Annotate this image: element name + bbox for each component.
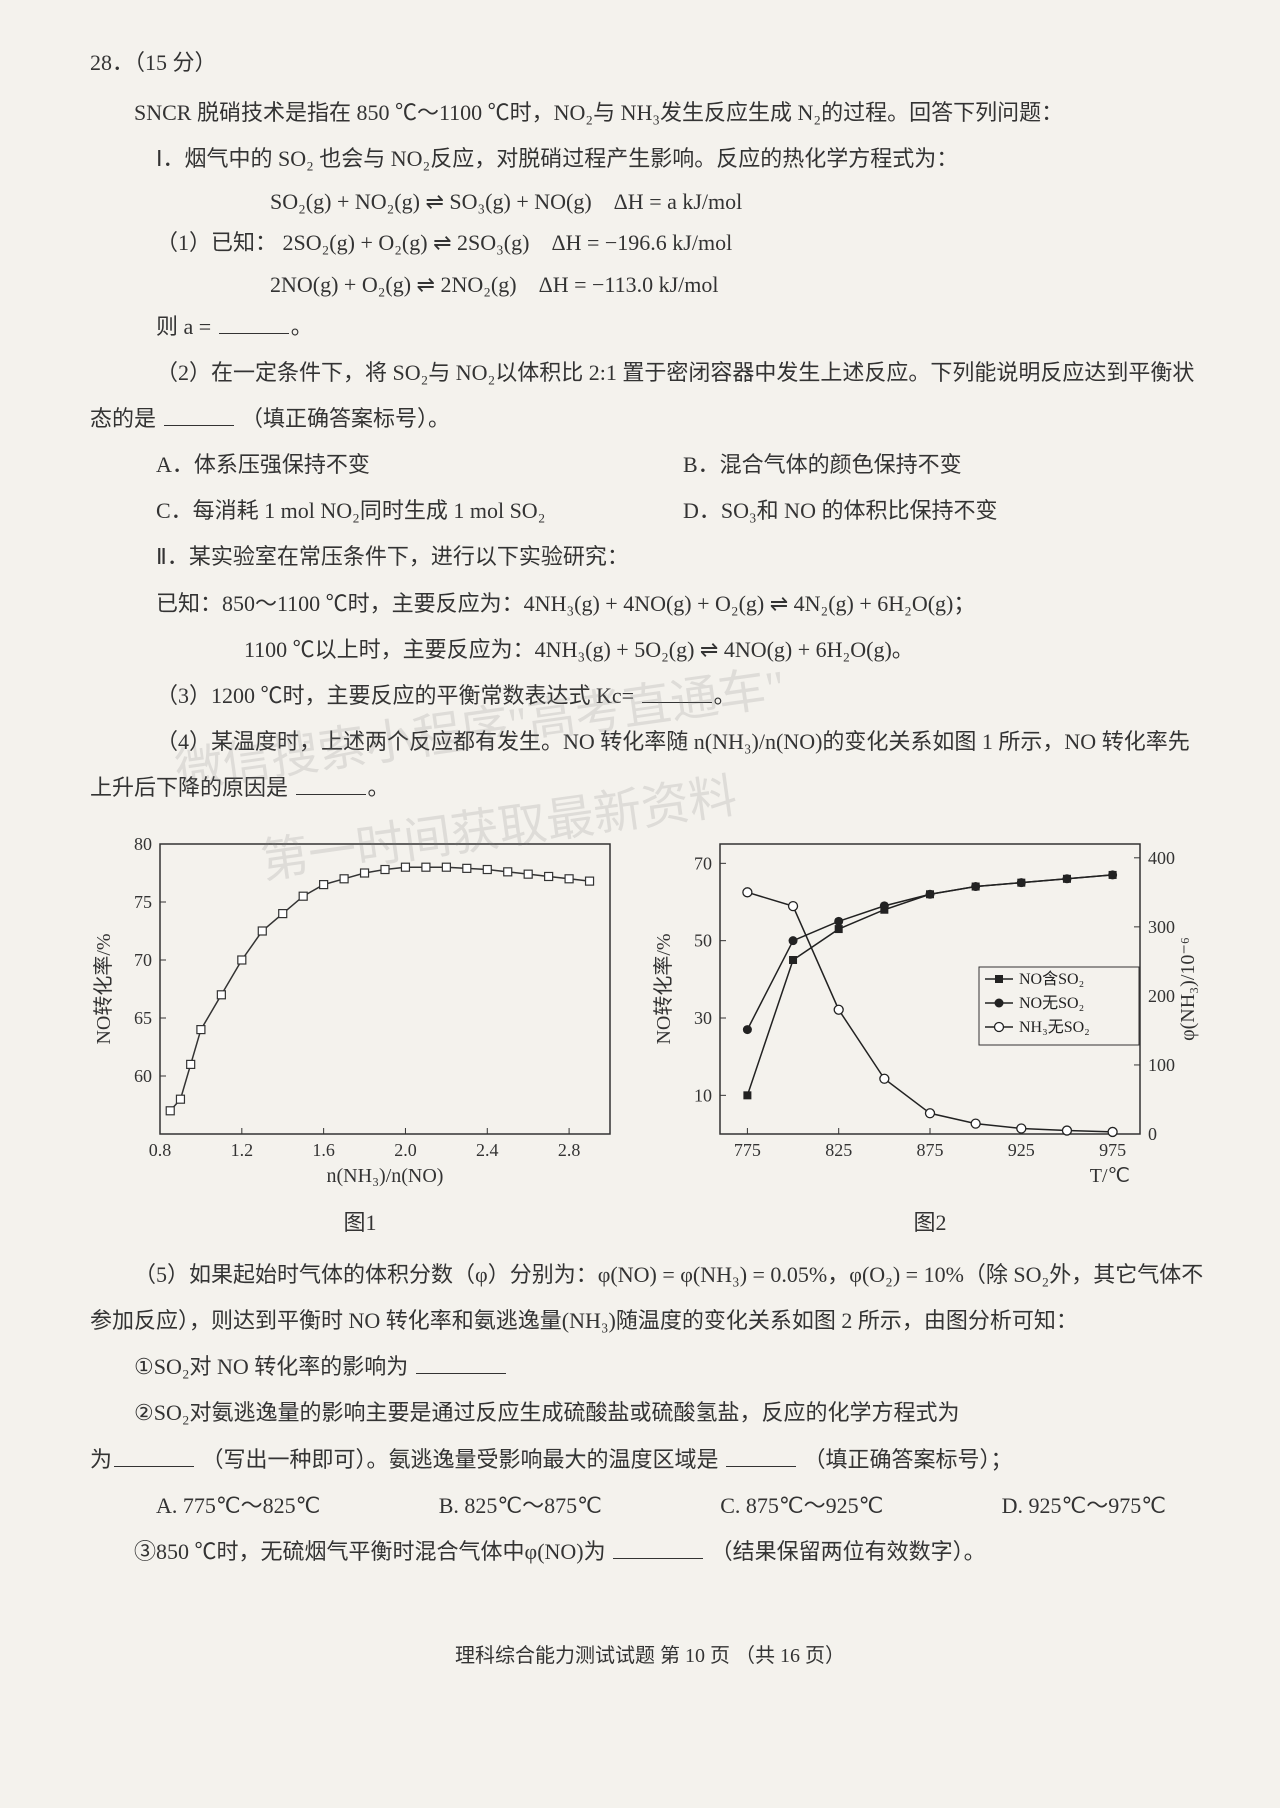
svg-text:10: 10 [694,1085,712,1105]
question-intro: SNCR 脱硝技术是指在 850 ℃～1100 ℃时，NO₂与 NH₃发生反应生… [90,90,1210,136]
svg-text:875: 875 [917,1140,944,1160]
known-line1: 已知：850～1100 ℃时，主要反应为：4NH₃(g) + 4NO(g) + … [90,581,1210,627]
blank-5-2a [114,1442,194,1466]
svg-text:2.8: 2.8 [558,1140,581,1160]
svg-text:60: 60 [134,1066,152,1086]
opt5-b: B. 825℃～875℃ [439,1483,602,1529]
part1-title: Ⅰ．烟气中的 SO₂ 也会与 NO₂反应，对脱硝过程产生影响。反应的热化学方程式… [90,136,1210,182]
sub3-text: （3）1200 ℃时，主要反应的平衡常数表达式 Kc= [156,683,634,708]
svg-text:200: 200 [1148,985,1175,1005]
chart2-caption: 图2 [650,1200,1210,1246]
svg-text:65: 65 [134,1008,152,1028]
blank-5-1 [416,1350,506,1374]
svg-text:NO转化率/%: NO转化率/% [92,933,115,1044]
blank-q2 [164,402,234,426]
sub1-label: （1）已知： [156,230,277,255]
sub5-2c: （填正确答案标号）； [804,1447,1013,1472]
opt5-d: D. 925℃～975℃ [1002,1483,1166,1529]
svg-text:50: 50 [694,930,712,950]
eq-main: SO₂(g) + NO₂(g) ⇌ SO₃(g) + NO(g) ΔH = a … [90,183,1210,220]
svg-text:0: 0 [1148,1124,1157,1144]
known-line2: 1100 ℃以上时，主要反应为：4NH₃(g) + 5O₂(g) ⇌ 4NO(g… [90,627,1210,673]
svg-text:NO转化率/%: NO转化率/% [652,933,675,1044]
opt5-a: A. 775℃～825℃ [156,1483,320,1529]
part2-title: Ⅱ．某实验室在常压条件下，进行以下实验研究： [90,534,1210,580]
svg-text:100: 100 [1148,1055,1175,1075]
blank-5-2b [726,1442,796,1466]
sub5-3: ③850 ℃时，无硫烟气平衡时混合气体中φ(NO)为 [134,1539,606,1564]
page-footer: 理科综合能力测试试题 第 10 页 （共 16 页） [90,1635,1210,1677]
svg-text:925: 925 [1008,1140,1035,1160]
svg-text:300: 300 [1148,916,1175,936]
sub5-intro: （5）如果起始时气体的体积分数（φ）分别为：φ(NO) = φ(NH₃) = 0… [90,1252,1210,1344]
svg-text:T/℃: T/℃ [1090,1165,1130,1187]
svg-text:0.8: 0.8 [149,1140,172,1160]
svg-text:70: 70 [134,950,152,970]
question-number: 28．（15 分） [90,40,1210,86]
svg-text:30: 30 [694,1008,712,1028]
svg-text:1.2: 1.2 [231,1140,254,1160]
option-d: D．SO₃和 NO 的体积比保持不变 [683,488,1210,534]
opt5-c: C. 875℃～925℃ [720,1483,883,1529]
options-q2: A．体系压强保持不变 B．混合气体的颜色保持不变 C．每消耗 1 mol NO₂… [90,442,1210,534]
svg-text:1.6: 1.6 [312,1140,335,1160]
chart1-wrap: 60 65 70 75 80 0.8 1.2 1.6 2.0 2.4 2.8 n(NH₃)/n(NO)… [90,824,630,1246]
sub5-2b: （写出一种即可）。氨逃逸量受影响最大的温度区域是 [202,1447,719,1472]
svg-text:NH₃无SO₂: NH₃无SO₂ [1019,1019,1090,1036]
sub5-1: ①SO₂对 NO 转化率的影响为 [134,1354,408,1379]
svg-text:775: 775 [734,1140,761,1160]
blank-5-3 [613,1535,703,1559]
svg-text:n(NH₃)/n(NO): n(NH₃)/n(NO) [327,1165,444,1187]
svg-text:NO含SO₂: NO含SO₂ [1019,970,1084,988]
svg-text:70: 70 [694,853,712,873]
chart2-svg: 10 30 50 70 0 100 200 300 400 775 825 875 925 975 NO含S… [650,824,1210,1194]
blank-q4 [296,771,366,795]
sub5-2a: ②SO₂对氨逃逸量的影响主要是通过反应生成硫酸盐或硫酸氢盐，反应的化学方程式为 [90,1400,960,1425]
svg-text:75: 75 [134,892,152,912]
option-a: A．体系压强保持不变 [156,442,683,488]
chart1-caption: 图1 [90,1200,630,1246]
chart1-svg: 60 65 70 75 80 0.8 1.2 1.6 2.0 2.4 2.8 n(NH₃)/n(NO)… [90,824,630,1194]
options-q5: A. 775℃～825℃ B. 825℃～875℃ C. 875℃～925℃ D… [90,1483,1210,1529]
blank-a [219,309,289,333]
svg-text:2.0: 2.0 [394,1140,417,1160]
svg-text:825: 825 [825,1140,852,1160]
option-c: C．每消耗 1 mol NO₂同时生成 1 mol SO₂ [156,488,683,534]
charts-row: 60 65 70 75 80 0.8 1.2 1.6 2.0 2.4 2.8 n(NH₃)/n(NO)… [90,824,1210,1246]
sub4-text: （4）某温度时，上述两个反应都有发生。NO 转化率随 n(NH₃)/n(NO)的… [90,729,1190,800]
eq-known2: 2NO(g) + O₂(g) ⇌ 2NO₂(g) ΔH = −113.0 kJ/… [90,266,1210,303]
chart2-wrap: 10 30 50 70 0 100 200 300 400 775 825 875 925 975 NO含S… [650,824,1210,1246]
svg-text:975: 975 [1099,1140,1126,1160]
svg-text:2.4: 2.4 [476,1140,499,1160]
svg-text:NO无SO₂: NO无SO₂ [1019,995,1084,1012]
svg-text:400: 400 [1148,847,1175,867]
sub2-tail: （填正确答案标号）。 [241,406,450,431]
option-b: B．混合气体的颜色保持不变 [683,442,1210,488]
svg-text:80: 80 [134,834,152,854]
eq-known1: 2SO₂(g) + O₂(g) ⇌ 2SO₃(g) ΔH = −196.6 kJ… [283,230,733,255]
svg-text:φ(NH₃)/10⁻⁶: φ(NH₃)/10⁻⁶ [1177,937,1199,1041]
blank-q3 [642,679,712,703]
then-a-label: 则 a = [156,314,211,339]
sub5-3-tail: （结果保留两位有效数字）。 [711,1539,986,1564]
